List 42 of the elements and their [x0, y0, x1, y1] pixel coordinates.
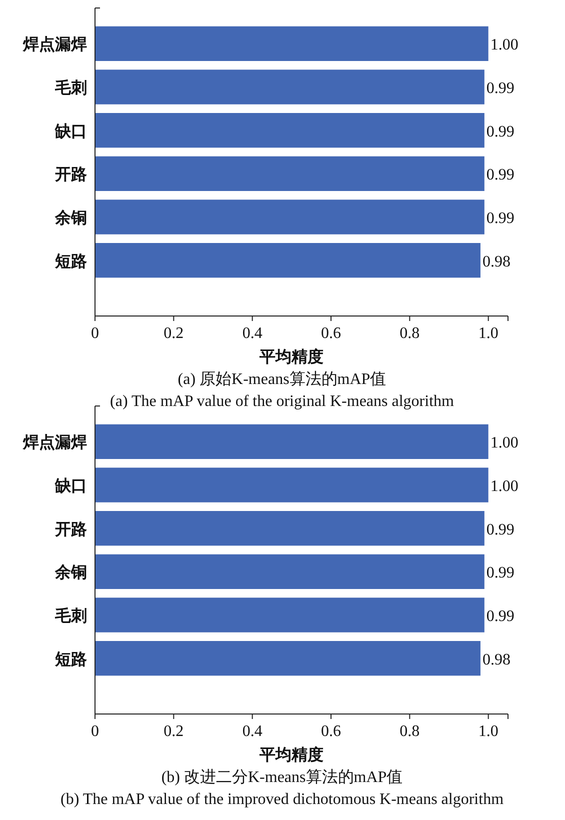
y-tick-label: 毛刺 — [54, 607, 87, 625]
y-tick-label: 余铜 — [54, 564, 87, 582]
x-tick-label: 0.6 — [321, 325, 341, 342]
y-tick-label: 焊点漏焊 — [22, 434, 87, 452]
x-tick-label: 0.4 — [242, 723, 262, 740]
x-axis-title: 平均精度 — [258, 347, 324, 366]
data-label: 0.99 — [486, 123, 514, 140]
x-tick-label: 1.0 — [478, 325, 498, 342]
data-label: 0.98 — [482, 253, 510, 270]
text: (b) 改进二分K-means算法的mAP值 — [161, 768, 403, 786]
data-label: 1.00 — [490, 36, 518, 54]
x-tick-label: 0.6 — [321, 723, 341, 740]
x-tick-label: 0.2 — [164, 325, 184, 342]
data-label: 0.98 — [482, 651, 510, 668]
y-tick-label: 焊点漏焊 — [22, 36, 87, 54]
annotation: (a) The mAP value of the original K-means algorithm — [110, 393, 455, 410]
data-label: 0.99 — [486, 564, 514, 582]
data-label: 0.99 — [486, 521, 514, 538]
text: (a) 原始K-means算法的mAP值 — [178, 370, 386, 388]
x-tick-label: 0.8 — [400, 325, 420, 342]
y-tick-label: 缺口 — [54, 477, 87, 495]
y-tick-label: 缺口 — [54, 122, 87, 140]
x-tick-label: 1.0 — [478, 723, 498, 740]
data-label: 0.99 — [486, 608, 514, 625]
data-label: 1.00 — [490, 434, 518, 452]
data-label: 0.99 — [486, 80, 514, 97]
x-tick-label: 0.2 — [164, 723, 184, 740]
y-tick-label: 毛刺 — [54, 79, 87, 97]
data-label: 1.00 — [490, 478, 518, 495]
y-tick-label: 开路 — [54, 166, 87, 184]
x-tick-label: 0 — [91, 325, 99, 342]
x-tick-label: 0.8 — [400, 723, 420, 740]
x-axis-title: 平均精度 — [258, 745, 324, 764]
y-tick-label: 短路 — [54, 252, 87, 270]
data-label: 0.99 — [486, 210, 514, 227]
y-tick-label: 短路 — [54, 650, 87, 668]
data-label: 0.99 — [486, 166, 514, 184]
x-tick-label: 0.4 — [242, 325, 262, 342]
x-tick-label: 0 — [91, 723, 99, 740]
text: (b) The mAP value of the improved dichotomous K-means algorithm — [60, 791, 504, 808]
y-tick-label: 开路 — [54, 520, 87, 538]
y-tick-label: 余铜 — [54, 209, 87, 227]
